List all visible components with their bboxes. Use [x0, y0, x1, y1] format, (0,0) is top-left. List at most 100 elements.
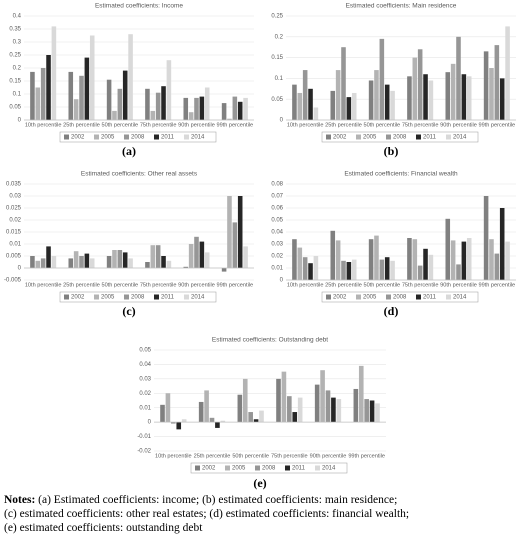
bar — [242, 378, 248, 423]
bar — [243, 97, 248, 120]
bar — [237, 196, 243, 268]
legend-swatch — [154, 294, 159, 300]
bar — [308, 88, 313, 120]
x-tick-label: 25th percentile — [194, 453, 231, 459]
legend-swatch — [285, 465, 290, 471]
bar — [204, 87, 210, 120]
bar — [243, 246, 248, 268]
bar — [128, 34, 133, 121]
y-tick-label: 0.1 — [13, 92, 22, 98]
bar — [106, 256, 112, 268]
x-tick-label: 50th percentile — [232, 453, 269, 459]
notes-line: (c) estimated coefficients: other real e… — [4, 508, 410, 520]
bar — [341, 260, 346, 280]
legend-label: 2011 — [161, 135, 175, 141]
bar — [46, 55, 51, 120]
y-tick-label: 0.1 — [275, 76, 284, 82]
x-tick-label: 50th percentile — [363, 282, 400, 288]
bar — [384, 257, 390, 280]
legend-swatch — [386, 134, 391, 140]
bar — [150, 110, 156, 120]
notes-line: Notes: (a) Estimated coefficients: incom… — [4, 493, 409, 507]
bar — [314, 384, 320, 423]
y-tick-label: -0.005 — [4, 278, 22, 284]
bar — [336, 399, 342, 423]
bar — [335, 70, 341, 120]
bar — [456, 264, 461, 280]
x-tick-label: 99th percentile — [216, 122, 253, 128]
bar — [117, 88, 123, 120]
legend-label: 2005 — [101, 295, 115, 301]
legend-swatch — [416, 294, 421, 300]
bar — [161, 256, 166, 268]
legend-label: 2005 — [363, 135, 377, 141]
chart-panel: Estimated coefficients: Income 0 0.05 0.1 0.… — [9, 3, 254, 158]
y-tick-label: 0.2 — [13, 66, 22, 72]
bar — [445, 72, 451, 120]
bar — [40, 68, 46, 120]
bar — [346, 262, 352, 280]
legend-frame — [190, 462, 348, 474]
bar — [461, 74, 467, 120]
bar — [79, 75, 84, 120]
panel-label: (a) — [122, 144, 136, 158]
bar — [117, 250, 123, 268]
y-tick-label: 0.25 — [271, 14, 283, 20]
bar — [171, 422, 176, 424]
x-tick-label: 99th percentile — [216, 282, 253, 288]
y-tick-label: 0.035 — [6, 182, 22, 188]
bar — [161, 86, 166, 120]
bar — [461, 241, 467, 280]
x-tick-label: 25th percentile — [325, 282, 362, 288]
y-tick-label: 0.3 — [13, 40, 22, 46]
bar — [40, 258, 46, 268]
y-tick-label: 0.05 — [271, 218, 283, 224]
bar — [248, 412, 253, 423]
y-tick-label: 0.02 — [139, 391, 151, 397]
bar — [89, 35, 95, 120]
bar — [204, 252, 210, 268]
bar — [331, 397, 336, 423]
bar — [374, 235, 379, 280]
bar — [204, 390, 209, 423]
bar — [150, 245, 156, 268]
notes-text: (a) Estimated coefficients: income; (b) … — [38, 494, 398, 506]
legend-label: 2011 — [292, 466, 306, 472]
y-tick-label: 0 — [148, 420, 152, 426]
y-tick-label: 0.05 — [9, 105, 21, 111]
y-tick-label: 0.01 — [9, 242, 21, 248]
x-tick-label: 99th percentile — [478, 122, 515, 128]
legend-swatch — [326, 294, 331, 300]
bar — [302, 70, 308, 120]
x-tick-label: 50th percentile — [363, 122, 400, 128]
bar — [68, 258, 74, 268]
bar — [232, 222, 238, 268]
bar — [198, 401, 204, 423]
legend-label: 2002 — [333, 295, 347, 301]
bar — [313, 256, 319, 280]
legend-label: 2005 — [363, 295, 377, 301]
bar — [330, 90, 336, 120]
bar — [428, 80, 434, 120]
y-tick-label: 0.2 — [275, 34, 284, 40]
bar — [494, 45, 500, 121]
bar — [428, 254, 434, 280]
legend-label: 2014 — [191, 135, 205, 141]
chart-panel: Estimated coefficients: Main residence 0 0… — [271, 3, 516, 158]
bar — [166, 260, 172, 268]
x-tick-label: 90th percentile — [310, 453, 347, 459]
x-tick-label: 75th percentile — [140, 282, 177, 288]
bar — [374, 70, 379, 120]
chart-panel: Estimated coefficients: Outstanding debt… — [137, 337, 386, 490]
bar — [209, 417, 215, 423]
chart-panel: Estimated coefficients: Financial wealth… — [271, 171, 516, 318]
bar — [364, 399, 369, 423]
chart-title: Estimated coefficients: Other real asset… — [81, 171, 198, 178]
bar — [35, 260, 41, 268]
bar — [166, 60, 172, 120]
bar — [183, 97, 189, 120]
bar — [368, 80, 374, 120]
x-tick-label: 75th percentile — [271, 453, 308, 459]
legend-swatch — [225, 465, 230, 471]
